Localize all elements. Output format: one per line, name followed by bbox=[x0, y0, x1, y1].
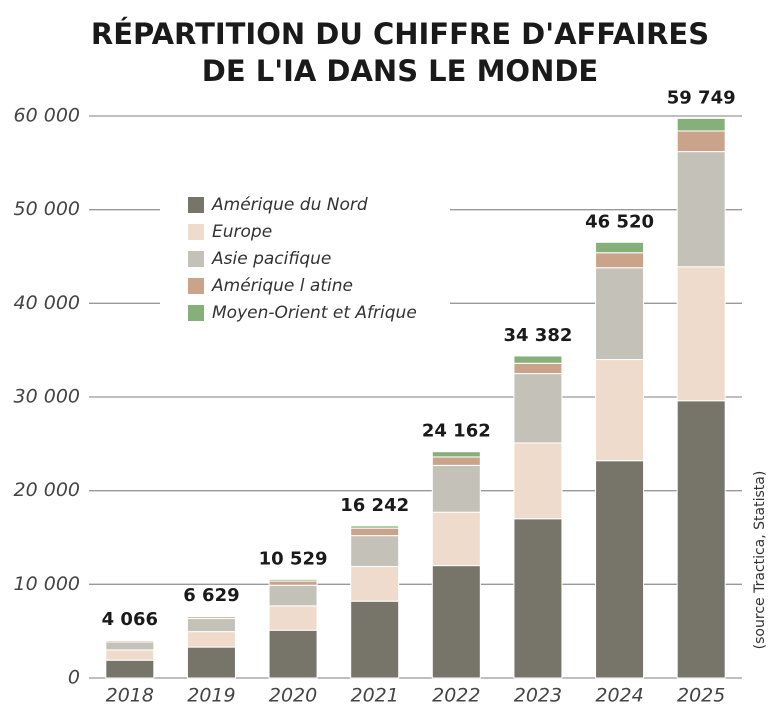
y-tick-label: 20 000 bbox=[14, 479, 80, 501]
x-tick-label: 2018 bbox=[106, 685, 154, 704]
chart-title: RÉPARTITION DU CHIFFRE D'AFFAIRES bbox=[91, 17, 709, 51]
bar-segment bbox=[105, 641, 155, 651]
x-tick-label: 2025 bbox=[677, 685, 725, 704]
y-tick-label: 30 000 bbox=[14, 386, 80, 408]
bar-segment bbox=[595, 267, 645, 361]
bar-segment bbox=[431, 565, 481, 679]
x-tick-label: 2020 bbox=[269, 685, 317, 704]
bar-segment bbox=[595, 460, 645, 679]
legend-swatch bbox=[188, 224, 204, 240]
bar-segment bbox=[431, 456, 481, 466]
legend-swatch bbox=[188, 197, 204, 213]
bar-segment bbox=[676, 266, 726, 402]
total-label: 6 629 bbox=[183, 585, 239, 606]
y-tick-label: 10 000 bbox=[14, 573, 80, 595]
bar-segment bbox=[350, 525, 400, 529]
bar-segment bbox=[186, 615, 236, 618]
x-tick-label: 2023 bbox=[514, 685, 562, 704]
total-label: 4 066 bbox=[102, 609, 158, 630]
bar-segment bbox=[513, 442, 563, 520]
x-tick-label: 2024 bbox=[595, 685, 643, 704]
bar-segment bbox=[676, 117, 726, 132]
legend-label: Amérique du Nord bbox=[211, 195, 368, 215]
legend-box bbox=[160, 185, 450, 330]
total-label: 46 520 bbox=[585, 211, 654, 232]
legend-swatch bbox=[188, 278, 204, 294]
legend-label: Asie pacifique bbox=[211, 249, 331, 269]
bar-segment bbox=[350, 535, 400, 568]
bar-segment bbox=[595, 252, 645, 269]
bar-segment bbox=[268, 578, 318, 582]
bar-segment bbox=[431, 511, 481, 567]
bar-segment bbox=[431, 464, 481, 513]
y-tick-label: 0 bbox=[68, 667, 80, 689]
bar-segment bbox=[595, 241, 645, 254]
total-label: 16 242 bbox=[340, 495, 409, 516]
total-label: 10 529 bbox=[259, 548, 328, 569]
bar-segment bbox=[105, 649, 155, 661]
legend-swatch bbox=[188, 251, 204, 267]
legend-label: Europe bbox=[212, 222, 272, 242]
bar-segment bbox=[676, 130, 726, 153]
total-label: 24 162 bbox=[422, 421, 491, 442]
x-tick-label: 2021 bbox=[351, 685, 399, 704]
bar-segment bbox=[105, 639, 155, 642]
bar-segment bbox=[513, 355, 563, 364]
bar-segment bbox=[676, 400, 726, 679]
x-tick-label: 2019 bbox=[187, 685, 235, 704]
bar-segment bbox=[268, 605, 318, 631]
bar-segment bbox=[186, 646, 236, 679]
bar-segment bbox=[350, 566, 400, 602]
bar-segment bbox=[268, 629, 318, 679]
bar-segment bbox=[595, 359, 645, 462]
bar-segment bbox=[350, 600, 400, 679]
chart-title: DE L'IA DANS LE MONDE bbox=[202, 54, 598, 88]
x-tick-label: 2022 bbox=[432, 685, 480, 704]
total-label: 34 382 bbox=[503, 325, 572, 346]
bar-segment bbox=[105, 659, 155, 679]
bar-segment bbox=[676, 151, 726, 268]
bar-segment bbox=[513, 362, 563, 375]
y-tick-label: 50 000 bbox=[14, 198, 80, 220]
bar-segment bbox=[431, 451, 481, 458]
legend-label: Amérique l atine bbox=[211, 276, 353, 296]
bar-segment bbox=[268, 584, 318, 607]
bar-segment bbox=[268, 580, 318, 586]
total-label: 59 749 bbox=[667, 87, 736, 108]
y-tick-label: 40 000 bbox=[14, 292, 80, 314]
bar-segment bbox=[513, 518, 563, 679]
bar-segment bbox=[513, 373, 563, 444]
source: (source Tractica, Statista) bbox=[752, 471, 768, 650]
legend-swatch bbox=[188, 305, 204, 321]
y-tick-label: 60 000 bbox=[14, 105, 80, 127]
bar-segment bbox=[186, 631, 236, 648]
bar-segment bbox=[186, 618, 236, 633]
legend-label: Moyen-Orient et Afrique bbox=[212, 303, 417, 323]
bar-segment bbox=[350, 527, 400, 537]
